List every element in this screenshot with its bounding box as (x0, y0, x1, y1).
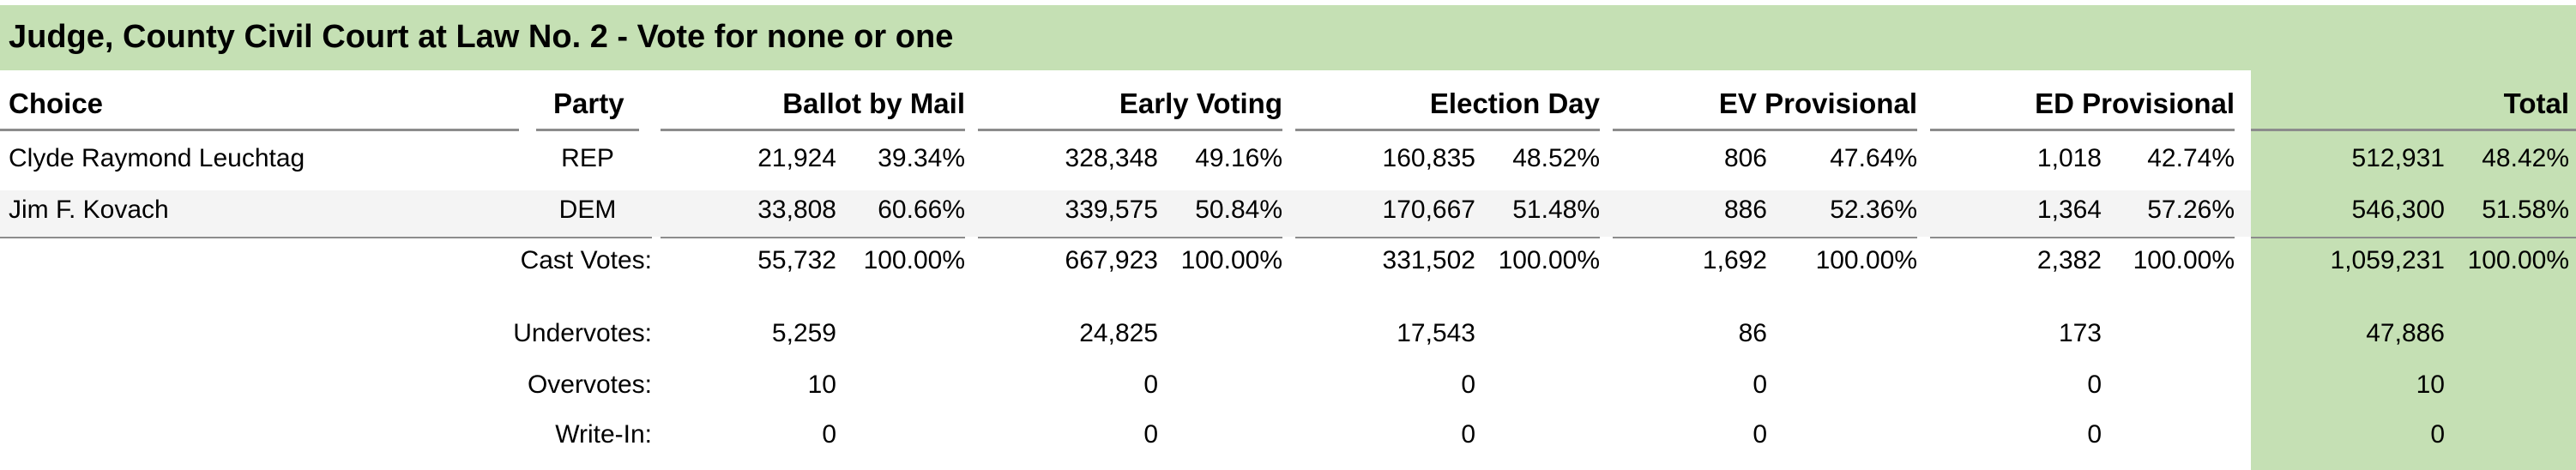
header-underline-edprov (1930, 129, 2235, 131)
mail-pct: 60.66% (878, 196, 965, 224)
ev-pct: 100.00% (1180, 246, 1282, 274)
ev-pct: 50.84% (1195, 196, 1282, 224)
header-total: Total (2503, 87, 2569, 119)
header-underline-party (536, 129, 639, 131)
ev-undervotes: 24,825 (1079, 319, 1158, 347)
divider-line (1930, 237, 2235, 238)
header-underline-evprov (1613, 129, 1917, 131)
ed-votes: 170,667 (1382, 196, 1475, 224)
evp-overvotes: 0 (1753, 371, 1767, 399)
header-election-day: Election Day (1429, 87, 1600, 119)
ed-pct: 48.52% (1512, 144, 1600, 172)
row-highlight (0, 190, 2251, 237)
candidate-name: Clyde Raymond Leuchtag (9, 144, 305, 172)
ev-votes: 328,348 (1065, 144, 1158, 172)
mail-pct: 39.34% (878, 144, 965, 172)
divider-line (0, 237, 652, 238)
mail-votes: 55,732 (757, 246, 836, 274)
evp-votes: 1,692 (1702, 246, 1767, 274)
divider-line (2251, 237, 2576, 238)
write-in-label: Write-In: (555, 420, 652, 449)
divider-line (1295, 237, 1600, 238)
ed-votes: 160,835 (1382, 144, 1475, 172)
mail-write-in: 0 (822, 420, 836, 449)
evp-pct: 47.64% (1830, 144, 1917, 172)
ev-votes: 339,575 (1065, 196, 1158, 224)
edp-votes: 1,018 (2036, 144, 2102, 172)
mail-undervotes: 5,259 (771, 319, 836, 347)
mail-votes: 21,924 (757, 144, 836, 172)
ed-undervotes: 17,543 (1397, 319, 1475, 347)
mail-pct: 100.00% (863, 246, 965, 274)
evp-votes: 886 (1723, 196, 1767, 224)
cast-votes-label: Cast Votes: (520, 246, 652, 274)
divider-line (1613, 237, 1917, 238)
total-undervotes: 47,886 (2366, 319, 2445, 347)
contest-title-bar: Judge, County Civil Court at Law No. 2 -… (0, 0, 2576, 70)
total-column-band (2251, 70, 2576, 470)
header-underline-early (978, 129, 1282, 131)
edp-undervotes: 173 (2058, 319, 2102, 347)
edp-pct: 100.00% (2133, 246, 2235, 274)
total-pct: 100.00% (2467, 246, 2569, 274)
header-underline-eday (1295, 129, 1600, 131)
ed-votes: 331,502 (1382, 246, 1475, 274)
ed-write-in: 0 (1461, 420, 1475, 449)
total-votes: 512,931 (2351, 144, 2445, 172)
divider-line (978, 237, 1282, 238)
total-write-in: 0 (2430, 420, 2445, 449)
evp-undervotes: 86 (1738, 319, 1767, 347)
edp-votes: 1,364 (2036, 196, 2102, 224)
overvotes-label: Overvotes: (527, 371, 652, 399)
header-ev-provisional: EV Provisional (1718, 87, 1917, 119)
ev-votes: 667,923 (1065, 246, 1158, 274)
header-underline-total (2251, 129, 2576, 131)
header-choice: Choice (9, 87, 104, 119)
ed-pct: 100.00% (1498, 246, 1600, 274)
total-pct: 51.58% (2482, 196, 2569, 224)
header-party: Party (553, 87, 624, 119)
total-overvotes: 10 (2416, 371, 2445, 399)
evp-pct: 100.00% (1815, 246, 1917, 274)
evp-write-in: 0 (1753, 420, 1767, 449)
mail-votes: 33,808 (757, 196, 836, 224)
header-ed-provisional: ED Provisional (2035, 87, 2235, 119)
divider-line (661, 237, 965, 238)
candidate-party: REP (561, 144, 614, 172)
ed-overvotes: 0 (1461, 371, 1475, 399)
edp-write-in: 0 (2087, 420, 2102, 449)
edp-pct: 57.26% (2147, 196, 2235, 224)
ed-pct: 51.48% (1512, 196, 1600, 224)
header-early-voting: Early Voting (1119, 87, 1282, 119)
edp-overvotes: 0 (2087, 371, 2102, 399)
undervotes-label: Undervotes: (513, 319, 652, 347)
ev-overvotes: 0 (1143, 371, 1158, 399)
total-pct: 48.42% (2482, 144, 2569, 172)
mail-overvotes: 10 (807, 371, 836, 399)
candidate-party: DEM (558, 196, 617, 224)
ev-write-in: 0 (1143, 420, 1158, 449)
contest-title: Judge, County Civil Court at Law No. 2 -… (9, 19, 954, 55)
header-underline-mail (661, 129, 965, 131)
ev-pct: 49.16% (1195, 144, 1282, 172)
edp-pct: 42.74% (2147, 144, 2235, 172)
header-underline-choice (0, 129, 519, 131)
evp-pct: 52.36% (1830, 196, 1917, 224)
evp-votes: 806 (1723, 144, 1767, 172)
total-votes: 1,059,231 (2330, 246, 2445, 274)
edp-votes: 2,382 (2036, 246, 2102, 274)
total-votes: 546,300 (2351, 196, 2445, 224)
header-ballot-by-mail: Ballot by Mail (782, 87, 965, 119)
candidate-name: Jim F. Kovach (9, 196, 169, 224)
